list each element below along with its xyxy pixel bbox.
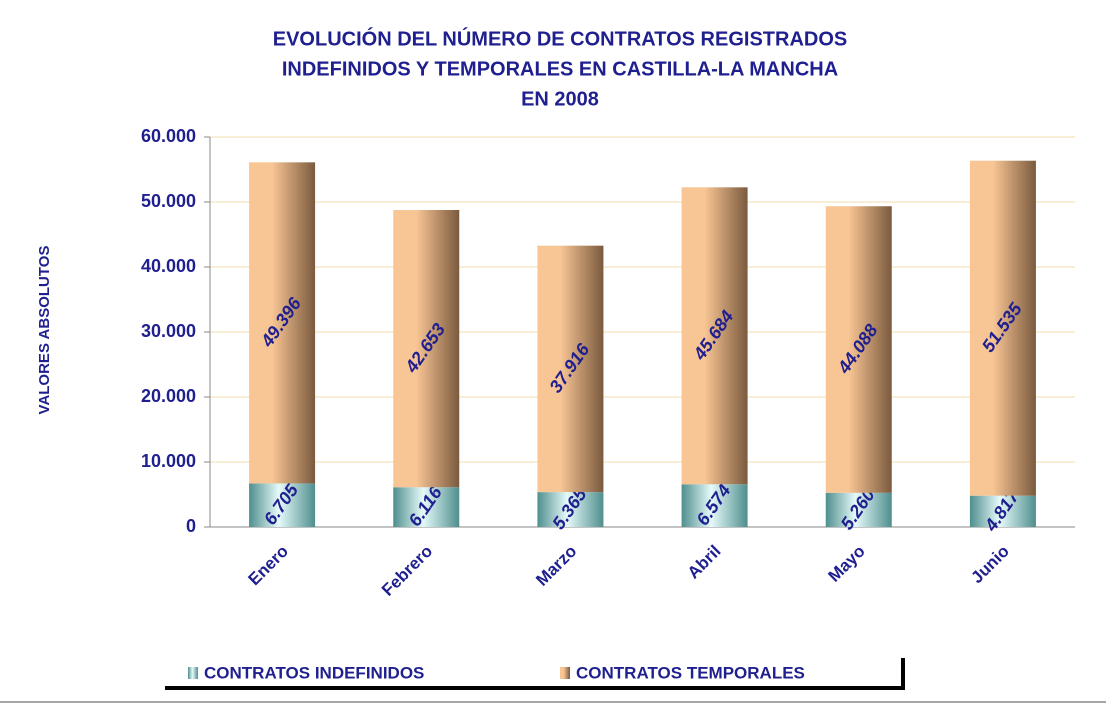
chart-title: INDEFINIDOS Y TEMPORALES EN CASTILLA-LA … xyxy=(282,58,838,80)
x-tick-label: Abril xyxy=(684,542,725,583)
y-tick-label: 0 xyxy=(186,516,196,536)
bar-segment xyxy=(537,245,604,493)
bar-segment xyxy=(681,187,748,485)
bar-segment xyxy=(249,162,316,484)
bar-segment xyxy=(681,484,748,527)
legend-label: CONTRATOS TEMPORALES xyxy=(576,663,805,682)
bar-segment xyxy=(537,492,604,527)
y-tick-label: 10.000 xyxy=(141,451,196,471)
legend-label: CONTRATOS INDEFINIDOS xyxy=(204,663,424,682)
bar-segment xyxy=(393,210,460,488)
x-tick-label: Mayo xyxy=(825,542,869,586)
legend-swatch xyxy=(188,667,198,679)
bar-segment xyxy=(969,495,1036,527)
y-tick-label: 20.000 xyxy=(141,386,196,406)
y-tick-label: 60.000 xyxy=(141,126,196,146)
x-tick-label: Enero xyxy=(245,542,293,590)
bar-segment xyxy=(249,483,316,527)
x-tick-label: Junio xyxy=(967,542,1012,587)
y-axis-label: VALORES ABSOLUTOS xyxy=(36,246,53,415)
y-tick-label: 40.000 xyxy=(141,256,196,276)
chart-title: EN 2008 xyxy=(521,88,599,110)
y-tick-label: 30.000 xyxy=(141,321,196,341)
x-tick-label: Febrero xyxy=(378,542,436,600)
legend-swatch xyxy=(560,667,570,679)
bar-segment xyxy=(969,160,1036,496)
y-tick-label: 50.000 xyxy=(141,191,196,211)
bar-segment xyxy=(393,487,460,527)
bar-segment xyxy=(825,492,892,527)
chart-title: EVOLUCIÓN DEL NÚMERO DE CONTRATOS REGIST… xyxy=(273,26,847,50)
x-tick-label: Marzo xyxy=(532,542,580,590)
bar-segment xyxy=(825,206,892,493)
